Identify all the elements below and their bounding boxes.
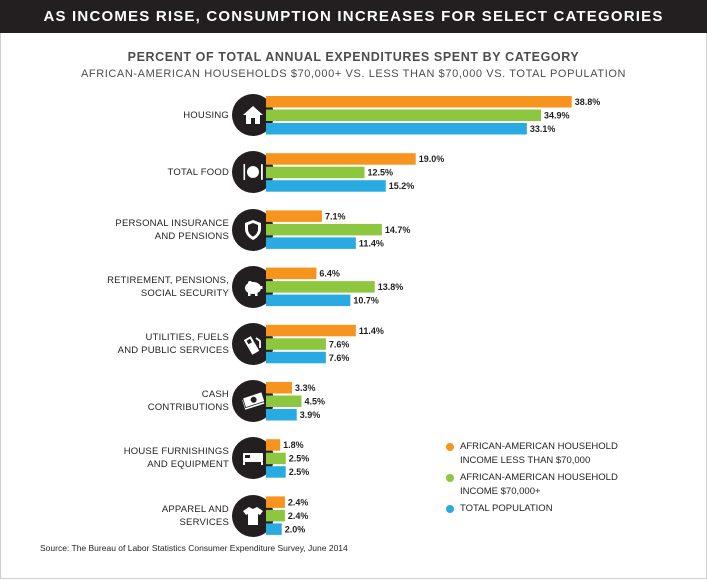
bar [266,123,527,135]
legend-label-line: AFRICAN-AMERICAN HOUSEHOLD [460,441,618,452]
data-label: 34.9% [544,111,570,121]
data-label: 11.4% [359,238,384,248]
bar [266,281,375,293]
bar [266,338,326,350]
data-label: 7.1% [325,211,346,221]
data-label: 13.8% [378,282,404,292]
data-label: 38.8% [575,97,601,107]
bar [266,109,542,121]
category-label-line: PERSONAL INSURANCE [115,217,229,229]
chart-subtitle: AFRICAN-AMERICAN HOUSEHOLDS $70,000+ VS.… [80,68,627,80]
category-label-line: CASH [201,389,229,401]
data-label: 4.5% [304,397,325,407]
data-label: 7.6% [329,353,350,363]
category-label-line: HOUSING [183,109,229,121]
data-label: 2.4% [288,511,309,521]
legend-item-70k-plus: AFRICAN-AMERICAN HOUSEHOLD INCOME $70,00… [446,471,676,499]
legend-label-line: INCOME LESS THAN $70,000 [460,455,591,466]
legend-dot-green [446,474,454,482]
bar [266,166,365,179]
chart-title: PERCENT OF TOTAL ANNUAL EXPENDITURES SPE… [127,50,580,64]
legend-label-line: INCOME $70,000+ [460,486,541,497]
data-label: 2.5% [289,467,310,477]
source-note: Source: The Bureau of Labor Statistics C… [40,543,348,553]
category-label-line: AND PENSIONS [154,230,229,242]
bar [266,237,356,249]
data-label: 15.2% [389,181,415,191]
bar [266,267,317,280]
legend-dot-orange [446,443,454,451]
category-label: HOUSING [29,109,229,122]
category-label-line: SERVICES [179,516,229,528]
category-label: APPAREL AND SERVICES [29,503,229,529]
data-label: 1.8% [283,440,304,450]
category-label: RETIREMENT, PENSIONS, SOCIAL SECURITY [29,274,229,300]
bar [266,439,281,451]
bar [266,96,572,108]
data-label: 2.5% [289,454,310,464]
data-label: 2.0% [285,524,306,534]
data-label: 11.4% [359,326,384,336]
data-label: 2.4% [288,497,309,507]
bar [266,324,356,337]
category-label: CASH CONTRIBUTIONS [29,388,229,414]
legend-item-less-than-70k: AFRICAN-AMERICAN HOUSEHOLD INCOME LESS T… [446,440,676,468]
legend: AFRICAN-AMERICAN HOUSEHOLD INCOME LESS T… [446,440,676,519]
category-label-line: CONTRIBUTIONS [147,402,229,414]
bar [266,223,382,236]
legend-label-line: AFRICAN-AMERICAN HOUSEHOLD [460,472,618,483]
category-label-line: SOCIAL SECURITY [140,287,229,299]
data-label: 3.9% [300,410,321,420]
data-label: 33.1% [530,124,556,134]
bar [266,395,302,407]
category-label-line: APPAREL AND [161,503,229,515]
data-label: 10.7% [353,296,379,306]
bar [266,409,297,421]
data-label: 14.7% [385,225,411,235]
category-label-line: RETIREMENT, PENSIONS, [107,274,229,286]
data-label: 12.5% [368,168,394,178]
category-label-line: UTILITIES, FUELS [145,332,229,344]
bar [266,294,351,307]
bar [266,180,386,192]
bar [266,452,286,465]
bar [266,382,293,394]
data-label: 3.3% [295,383,316,393]
category-label: TOTAL FOOD [29,166,229,179]
category-label-line: HOUSE FURNISHINGS [123,446,229,458]
category-label-line: AND PUBLIC SERVICES [117,345,229,357]
legend-dot-blue [446,505,454,513]
bar [266,523,282,535]
category-label-line: TOTAL FOOD [167,166,229,178]
category-label: UTILITIES, FUELS AND PUBLIC SERVICES [29,331,229,357]
category-label: PERSONAL INSURANCE AND PENSIONS [29,217,229,243]
bar [266,496,285,508]
bar [266,466,286,478]
legend-label-line: TOTAL POPULATION [460,503,553,514]
category-label-line: AND EQUIPMENT [147,459,229,471]
bar [266,509,285,522]
legend-item-total-population: TOTAL POPULATION [446,502,676,516]
data-label: 7.6% [329,339,350,349]
data-label: 19.0% [419,154,445,164]
bar [266,210,322,222]
category-label: HOUSE FURNISHINGS AND EQUIPMENT [29,445,229,471]
bar [266,351,326,364]
bar [266,153,416,165]
data-label: 6.4% [319,269,340,279]
chart-banner: AS INCOMES RISE, CONSUMPTION INCREASES F… [0,0,707,33]
